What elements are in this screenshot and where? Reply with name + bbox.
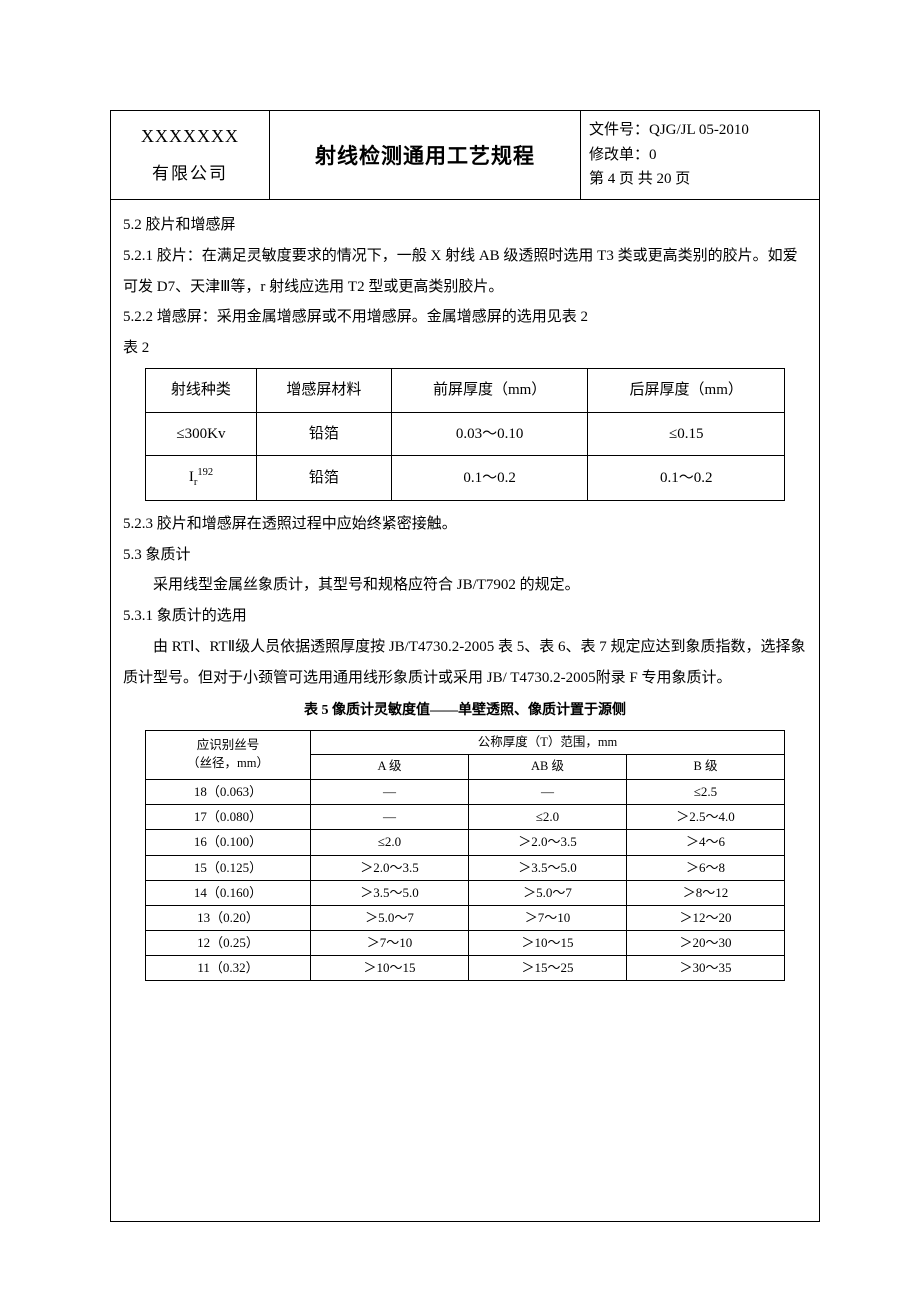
t2-r1c1: 铅箔 — [256, 456, 391, 501]
t2-r1c3: 0.1～0.2 — [588, 456, 785, 501]
t5-spanhead: 公称厚度（T）范围，mm — [311, 730, 785, 755]
section-5-2-heading: 5.2 胶片和增感屏 — [123, 210, 807, 241]
t5-r6-b: ＞20～30 — [627, 931, 785, 956]
t5-r7-ab: ＞15～25 — [469, 956, 627, 981]
table-row: 12（0.25） ＞7～10 ＞10～15 ＞20～30 — [146, 931, 785, 956]
table-row: 15（0.125） ＞2.0～3.5 ＞3.5～5.0 ＞6～8 — [146, 855, 785, 880]
t5-r2-id: 16（0.100） — [146, 830, 311, 855]
t5-r3-b: ＞6～8 — [627, 855, 785, 880]
t5-r0-ab: — — [469, 779, 627, 804]
t5-r5-ab: ＞7～10 — [469, 905, 627, 930]
t5-r1-id: 17（0.080） — [146, 805, 311, 830]
t2-r0c3: ≤0.15 — [588, 412, 785, 456]
header: XXXXXXX 有限公司 射线检测通用工艺规程 文件号：QJG/JL 05-20… — [111, 111, 819, 200]
t2-r1c2: 0.1～0.2 — [391, 456, 588, 501]
table-row: 16（0.100） ≤2.0 ＞2.0～3.5 ＞4～6 — [146, 830, 785, 855]
t5-r3-ab: ＞3.5～5.0 — [469, 855, 627, 880]
table-row: 13（0.20） ＞5.0～7 ＞7～10 ＞12～20 — [146, 905, 785, 930]
page-total: 20 — [657, 171, 672, 187]
header-title-cell: 射线检测通用工艺规程 — [270, 111, 581, 199]
header-company: XXXXXXX 有限公司 — [111, 111, 270, 199]
table-row: Ir192 铅箔 0.1～0.2 0.1～0.2 — [146, 456, 785, 501]
t5-r7-id: 11（0.32） — [146, 956, 311, 981]
para-5-2-3: 5.2.3 胶片和增感屏在透照过程中应始终紧密接触。 — [123, 509, 807, 540]
table-2: 射线种类 增感屏材料 前屏厚度（mm） 后屏厚度（mm） ≤300Kv 铅箔 0… — [145, 368, 785, 501]
table-row: 14（0.160） ＞3.5～5.0 ＞5.0～7 ＞8～12 — [146, 880, 785, 905]
para-5-3: 采用线型金属丝象质计，其型号和规格应符合 JB/T7902 的规定。 — [123, 570, 807, 601]
company-name-1: XXXXXXX — [141, 126, 239, 147]
para-5-3-1: 由 RTⅠ、RTⅡ级人员依据透照厚度按 JB/T4730.2-2005 表 5、… — [123, 632, 807, 694]
t5-r2-ab: ＞2.0～3.5 — [469, 830, 627, 855]
page: XXXXXXX 有限公司 射线检测通用工艺规程 文件号：QJG/JL 05-20… — [0, 0, 920, 1302]
doc-no: QJG/JL 05-2010 — [649, 122, 749, 138]
t2-h2: 前屏厚度（mm） — [391, 368, 588, 412]
t5-col-ab: AB 级 — [469, 755, 627, 780]
doc-title: 射线检测通用工艺规程 — [315, 140, 535, 170]
t5-r5-id: 13（0.20） — [146, 905, 311, 930]
t5-rowhead-l2: （丝径，mm） — [187, 756, 269, 770]
t5-r5-a: ＞5.0～7 — [311, 905, 469, 930]
table-5-caption: 表 5 像质计灵敏度值——单壁透照、像质计置于源侧 — [123, 697, 807, 726]
t2-h3: 后屏厚度（mm） — [588, 368, 785, 412]
table-5-wrap: 表 5 像质计灵敏度值——单壁透照、像质计置于源侧 应识别丝号 （丝径，mm） … — [123, 697, 807, 981]
rev-value: 0 — [649, 147, 657, 163]
t5-r6-ab: ＞10～15 — [469, 931, 627, 956]
t2-h1: 增感屏材料 — [256, 368, 391, 412]
t5-r0-b: ≤2.5 — [627, 779, 785, 804]
t2-h0: 射线种类 — [146, 368, 257, 412]
t5-r7-b: ＞30～35 — [627, 956, 785, 981]
para-5-2-2: 5.2.2 增感屏：采用金属增感屏或不用增感屏。金属增感屏的选用见表 2 — [123, 302, 807, 333]
t2-r0c2: 0.03～0.10 — [391, 412, 588, 456]
doc-no-label: 文件号： — [589, 122, 649, 138]
t5-rowhead: 应识别丝号 （丝径，mm） — [146, 730, 311, 779]
t5-r4-b: ＞8～12 — [627, 880, 785, 905]
doc-no-line: 文件号：QJG/JL 05-2010 — [589, 118, 819, 143]
header-meta: 文件号：QJG/JL 05-2010 修改单：0 第 4 页 共 20 页 — [581, 111, 819, 199]
para-5-2-1: 5.2.1 胶片：在满足灵敏度要求的情况下，一般 X 射线 AB 级透照时选用 … — [123, 241, 807, 303]
table-2-label: 表 2 — [123, 333, 807, 364]
section-5-3-1-heading: 5.3.1 象质计的选用 — [123, 601, 807, 632]
t2-r1c0: Ir192 — [146, 456, 257, 501]
table-row: 18（0.063） — — ≤2.5 — [146, 779, 785, 804]
rev-label: 修改单： — [589, 147, 649, 163]
page-line: 第 4 页 共 20 页 — [589, 167, 819, 192]
t5-r0-id: 18（0.063） — [146, 779, 311, 804]
t5-r2-a: ≤2.0 — [311, 830, 469, 855]
t5-r5-b: ＞12～20 — [627, 905, 785, 930]
t5-col-a: A 级 — [311, 755, 469, 780]
t5-r1-a: — — [311, 805, 469, 830]
table-row: 应识别丝号 （丝径，mm） 公称厚度（T）范围，mm — [146, 730, 785, 755]
table-row: 射线种类 增感屏材料 前屏厚度（mm） 后屏厚度（mm） — [146, 368, 785, 412]
table-row: 17（0.080） — ≤2.0 ＞2.5～4.0 — [146, 805, 785, 830]
t5-r4-ab: ＞5.0～7 — [469, 880, 627, 905]
page-label-b: 页 共 — [615, 171, 656, 187]
t5-col-b: B 级 — [627, 755, 785, 780]
company-name-2: 有限公司 — [152, 159, 228, 184]
table-5: 应识别丝号 （丝径，mm） 公称厚度（T）范围，mm A 级 AB 级 B 级 … — [145, 730, 785, 982]
t5-r2-b: ＞4～6 — [627, 830, 785, 855]
t5-r3-id: 15（0.125） — [146, 855, 311, 880]
t5-r4-id: 14（0.160） — [146, 880, 311, 905]
section-5-3-heading: 5.3 象质计 — [123, 540, 807, 571]
table-row: ≤300Kv 铅箔 0.03～0.10 ≤0.15 — [146, 412, 785, 456]
t5-r4-a: ＞3.5～5.0 — [311, 880, 469, 905]
t5-r1-ab: ≤2.0 — [469, 805, 627, 830]
body: 5.2 胶片和增感屏 5.2.1 胶片：在满足灵敏度要求的情况下，一般 X 射线… — [111, 200, 819, 991]
t5-r6-id: 12（0.25） — [146, 931, 311, 956]
rev-line: 修改单：0 — [589, 143, 819, 168]
t5-r6-a: ＞7～10 — [311, 931, 469, 956]
t5-r0-a: — — [311, 779, 469, 804]
t2-r0c1: 铅箔 — [256, 412, 391, 456]
t5-r1-b: ＞2.5～4.0 — [627, 805, 785, 830]
t5-r3-a: ＞2.0～3.5 — [311, 855, 469, 880]
t5-r7-a: ＞10～15 — [311, 956, 469, 981]
page-frame: XXXXXXX 有限公司 射线检测通用工艺规程 文件号：QJG/JL 05-20… — [110, 110, 820, 1222]
t5-rowhead-l1: 应识别丝号 — [197, 738, 260, 752]
page-label-c: 页 — [672, 171, 691, 187]
page-label-a: 第 — [589, 171, 608, 187]
table-row: 11（0.32） ＞10～15 ＞15～25 ＞30～35 — [146, 956, 785, 981]
t2-r0c0: ≤300Kv — [146, 412, 257, 456]
